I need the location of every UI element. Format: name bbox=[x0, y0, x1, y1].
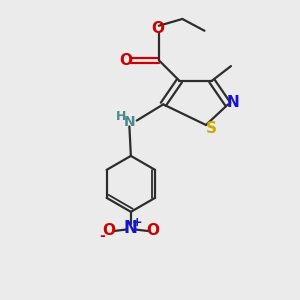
Text: +: + bbox=[132, 216, 143, 229]
Text: N: N bbox=[124, 115, 135, 129]
Text: O: O bbox=[146, 224, 159, 238]
Text: O: O bbox=[151, 21, 164, 36]
Text: O: O bbox=[119, 53, 132, 68]
Text: N: N bbox=[124, 219, 138, 237]
Text: S: S bbox=[206, 121, 217, 136]
Text: N: N bbox=[227, 95, 240, 110]
Text: H: H bbox=[116, 110, 126, 123]
Text: O: O bbox=[102, 224, 115, 238]
Text: -: - bbox=[99, 229, 105, 243]
